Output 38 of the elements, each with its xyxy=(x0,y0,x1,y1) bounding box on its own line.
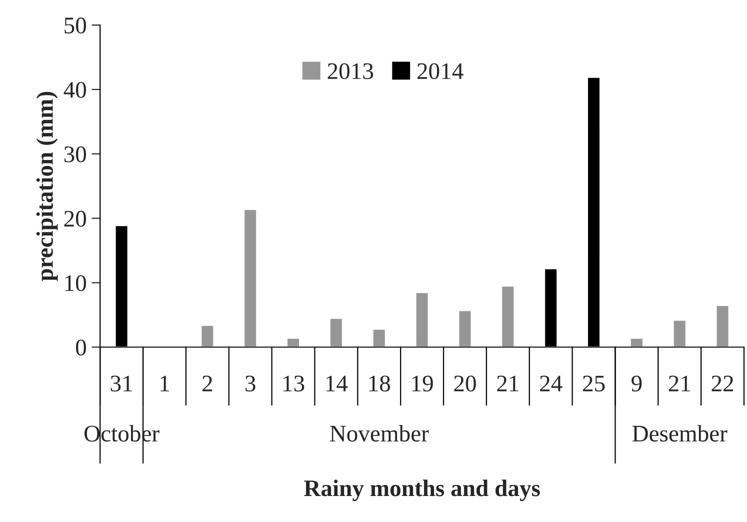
x-tick-label: 24 xyxy=(540,376,562,392)
y-tick-label: 10 xyxy=(65,275,86,292)
y-tick-label: 0 xyxy=(76,340,86,356)
y-tick-label: 30 xyxy=(64,146,86,162)
x-tick-label: 25 xyxy=(582,376,605,392)
bar xyxy=(630,337,644,348)
x-tick-label: 20 xyxy=(454,376,476,392)
bar xyxy=(414,292,430,348)
x-tick-label: 14 xyxy=(326,376,348,392)
x-tick-label: 21 xyxy=(668,376,690,392)
bar xyxy=(372,328,386,348)
bar xyxy=(200,324,215,348)
y-axis-title: precipitation (mm) xyxy=(36,92,58,281)
x-tick-label: 3 xyxy=(246,376,256,392)
x-axis-title: Rainy months and days xyxy=(304,480,540,502)
bar xyxy=(672,319,687,348)
bar xyxy=(329,317,344,348)
text: Desember xyxy=(632,424,728,442)
x-tick-label: 9 xyxy=(632,376,642,392)
bar xyxy=(243,208,258,348)
x-tick-label: 19 xyxy=(412,376,433,392)
x-tick-label: 21 xyxy=(497,376,518,392)
bar xyxy=(458,310,472,348)
text: November xyxy=(330,424,429,442)
bar xyxy=(500,285,516,348)
x-tick-label: 2 xyxy=(202,376,212,392)
y-tick-label: 20 xyxy=(64,210,86,227)
bar xyxy=(286,337,300,348)
bar xyxy=(715,304,730,348)
x-tick-label: 13 xyxy=(284,376,304,392)
x-tick-label: 1 xyxy=(160,376,169,392)
y-tick-label: 50 xyxy=(64,18,86,34)
x-tick-label: 18 xyxy=(369,376,390,392)
x-tick-label: 22 xyxy=(712,376,734,392)
legend-label: 2013 xyxy=(328,63,374,80)
x-tick-label: 31 xyxy=(110,376,132,392)
legend-label: 2014 xyxy=(418,63,464,80)
y-tick-label: 40 xyxy=(64,82,86,98)
